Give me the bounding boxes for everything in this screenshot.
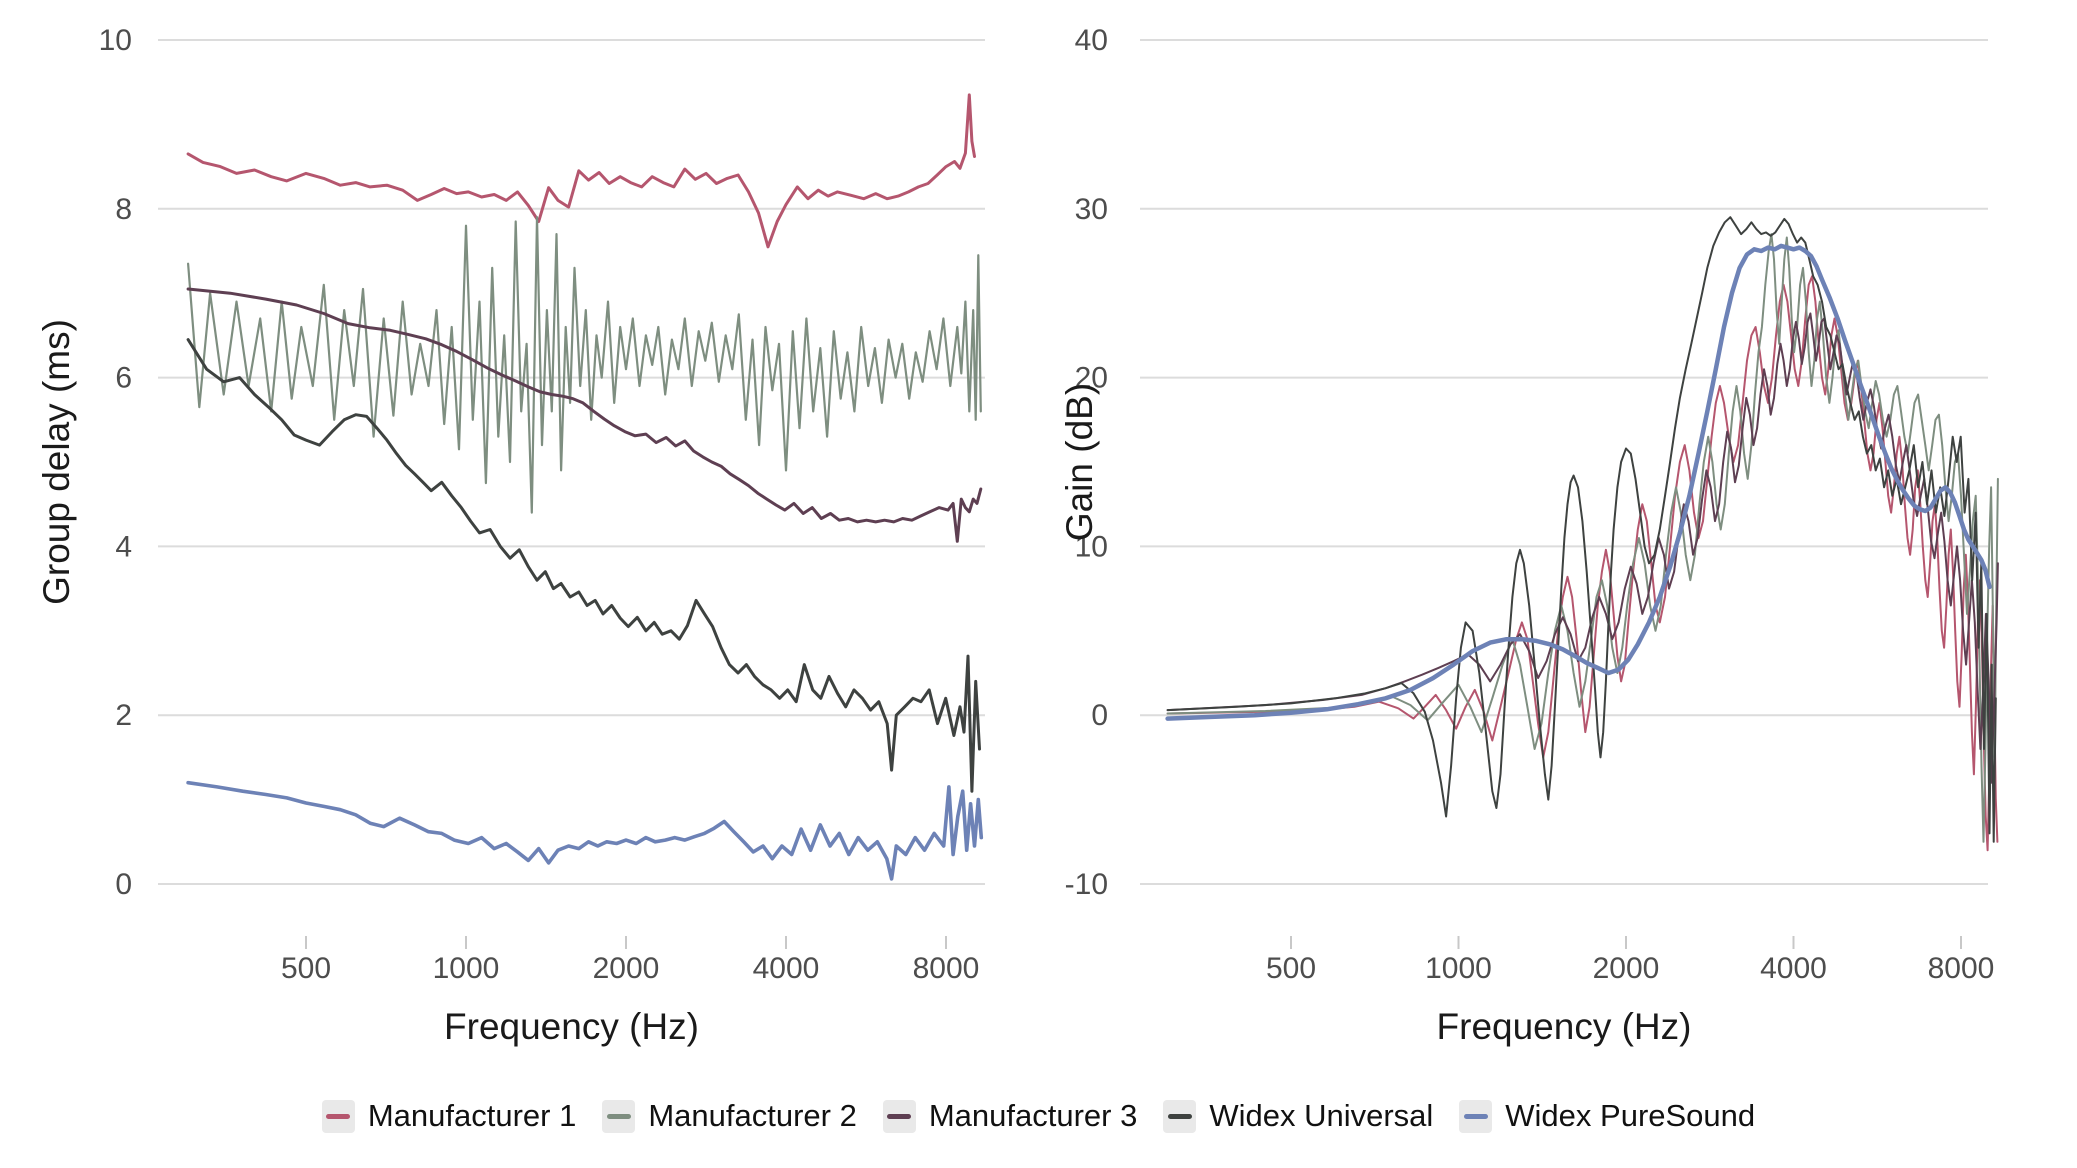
series-line-widex-puresound [1165, 243, 1992, 721]
legend-label: Manufacturer 1 [367, 1098, 577, 1133]
legend-label: Manufacturer 3 [928, 1098, 1138, 1133]
gain-y-tick-label: 20 [1075, 362, 1108, 395]
legend-key-icon [1459, 1099, 1493, 1133]
series-line-manufacturer-2 [187, 216, 982, 514]
right-x-axis-title: Frequency (Hz) [1436, 1006, 1692, 1047]
legend-color-dash [326, 1113, 351, 1119]
group-delay-y-tick-label: 8 [115, 193, 132, 226]
gain-x-tick-label: 2000 [1593, 952, 1660, 985]
legend-key-icon [321, 1099, 355, 1133]
legend-color-dash [1167, 1113, 1192, 1119]
group-delay-y-tick-label: 0 [115, 868, 132, 901]
legend-label: Widex Universal [1209, 1098, 1434, 1133]
series-line-manufacturer-3 [1166, 312, 1999, 784]
group-delay-x-tick-label: 2000 [593, 952, 660, 985]
group-delay-y-tick-label: 6 [115, 362, 132, 395]
group-delay-chart: 0 2 4 6 8 10 500 1000 2000 4000 8000 [99, 24, 985, 985]
gain-y-tick-label: 10 [1075, 530, 1108, 563]
series-line-manufacturer-3 [186, 287, 983, 543]
series-line-manufacturer-1 [186, 93, 976, 249]
gain-y-tick-label: -10 [1065, 868, 1108, 901]
gain-x-tick-label: 4000 [1760, 952, 1827, 985]
gain-y-tick-label: 40 [1075, 24, 1108, 57]
group-delay-y-tick-label: 4 [115, 530, 132, 563]
legend-color-dash [1463, 1113, 1488, 1119]
series-line-manufacturer-1 [1166, 275, 1999, 852]
legend: Manufacturer 1 Manufacturer 2 Manufacturer… [0, 1098, 2077, 1134]
legend-label: Manufacturer 2 [648, 1098, 857, 1133]
gain-y-tick-label: 30 [1075, 193, 1108, 226]
legend-key-icon [602, 1099, 636, 1133]
group-delay-x-tick-label: 500 [281, 952, 331, 985]
series-line-manufacturer-2 [1166, 233, 1999, 843]
series-line-widex-universal [186, 338, 981, 793]
gain-x-tick-label: 1000 [1425, 952, 1492, 985]
group-delay-x-tick-label: 8000 [913, 952, 980, 985]
gain-x-tick-label: 500 [1266, 952, 1316, 985]
group-delay-y-tick-label: 10 [99, 24, 132, 57]
group-delay-x-tick-label: 4000 [753, 952, 820, 985]
legend-item-manufacturer-1: Manufacturer 1 [321, 1098, 577, 1134]
legend-label: Widex PureSound [1505, 1098, 1756, 1133]
legend-key-icon [882, 1099, 916, 1133]
legend-item-manufacturer-3: Manufacturer 3 [882, 1098, 1138, 1134]
series-line-widex-puresound [186, 780, 984, 881]
group-delay-x-tick-label: 1000 [433, 952, 500, 985]
gain-y-tick-label: 0 [1091, 699, 1108, 732]
legend-item-manufacturer-2: Manufacturer 2 [602, 1098, 857, 1134]
legend-item-widex-universal: Widex Universal [1163, 1098, 1433, 1134]
group-delay-y-tick-label: 2 [115, 699, 132, 732]
legend-key-icon [1163, 1099, 1197, 1133]
series-line-widex-universal [1166, 216, 1997, 843]
gain-chart: -10 0 10 20 30 40 500 1000 2000 4000 8000 [1065, 24, 1999, 985]
legend-color-dash [887, 1113, 912, 1119]
left-x-axis-title: Frequency (Hz) [444, 1006, 699, 1047]
left-y-axis-title: Group delay (ms) [36, 319, 77, 605]
gain-x-tick-label: 8000 [1928, 952, 1995, 985]
legend-item-widex-puresound: Widex PureSound [1459, 1098, 1755, 1134]
right-y-axis-title: Gain (dB) [1059, 382, 1100, 542]
legend-color-dash [606, 1113, 631, 1119]
